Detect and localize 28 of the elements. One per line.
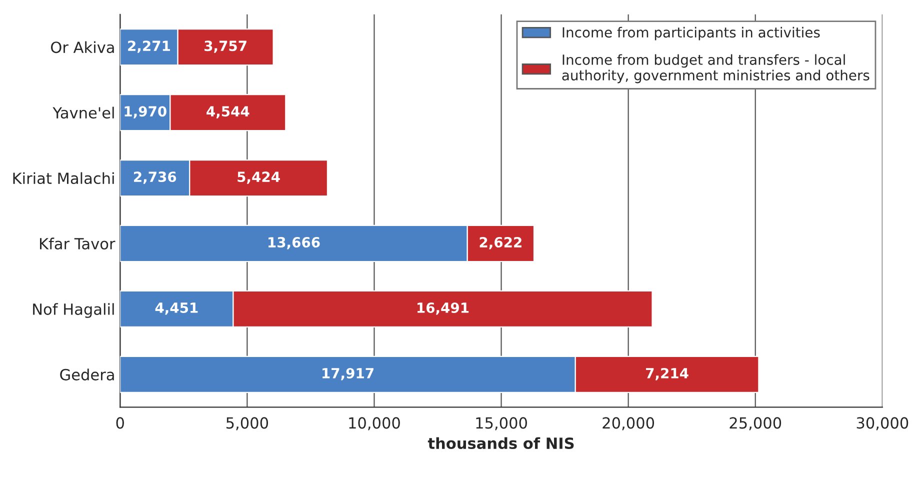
x-tick-label: 25,000 bbox=[730, 417, 782, 430]
x-tick-label: 30,000 bbox=[856, 417, 908, 430]
data-label: 2,622 bbox=[480, 237, 522, 250]
y-tick-label: Gedera bbox=[60, 368, 114, 380]
data-label: 4,451 bbox=[155, 302, 198, 315]
legend-label: Income from participants in activities bbox=[562, 26, 820, 40]
legend-label: Income from budget and transfers - local authority, government ministries and others bbox=[562, 54, 870, 84]
y-tick-label: Nof Hagalil bbox=[33, 303, 114, 318]
data-label: 4,544 bbox=[206, 106, 250, 118]
data-label: 7,214 bbox=[646, 368, 688, 380]
data-label: 13,666 bbox=[268, 237, 320, 250]
x-tick-label: 15,000 bbox=[476, 417, 527, 430]
x-tick-label: 0 bbox=[116, 417, 124, 429]
y-tick-label: Yavne'el bbox=[52, 106, 114, 119]
data-label: 3,757 bbox=[204, 40, 246, 53]
x-tick-label: 20,000 bbox=[602, 417, 654, 430]
data-label: 17,917 bbox=[322, 368, 374, 380]
data-label: 1,970 bbox=[124, 106, 166, 118]
y-tick-label: Kiriat Malachi bbox=[13, 172, 114, 184]
data-label: 16,491 bbox=[418, 302, 469, 315]
x-axis-title: thousands of NIS bbox=[428, 437, 574, 450]
data-label: 2,736 bbox=[134, 172, 176, 184]
data-label: 5,424 bbox=[238, 172, 280, 184]
x-tick-label: 5,000 bbox=[226, 417, 268, 430]
x-tick-label: 10,000 bbox=[349, 417, 400, 430]
y-tick-label: Kfar Tavor bbox=[40, 238, 116, 250]
data-label: 2,271 bbox=[128, 40, 170, 53]
y-tick-label: Or Akiva bbox=[51, 41, 114, 54]
